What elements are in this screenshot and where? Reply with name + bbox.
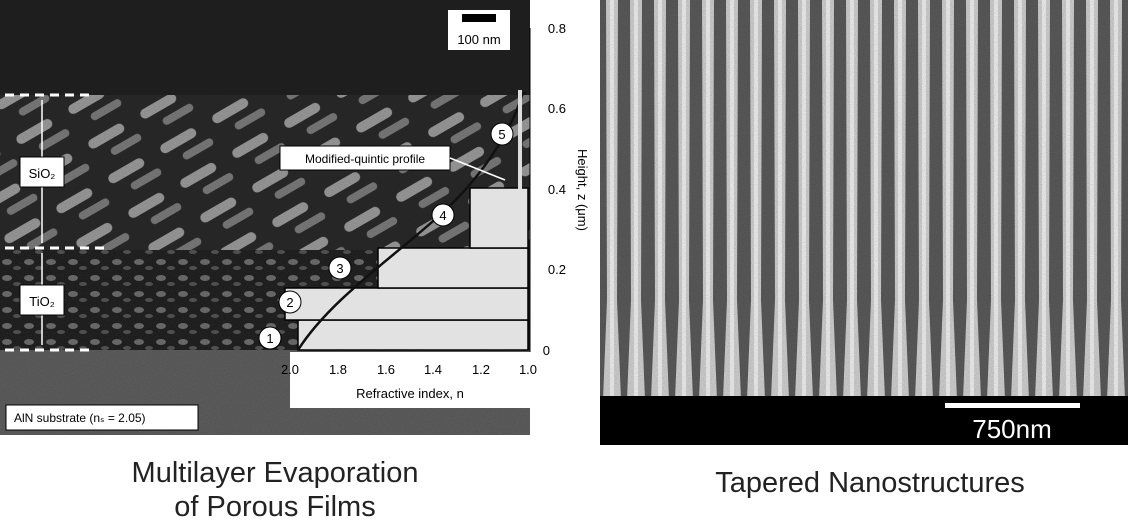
- index-tick: 2.0: [281, 362, 299, 377]
- caption-line: of Porous Films: [174, 491, 376, 523]
- tio2-label: TiO₂: [29, 294, 55, 309]
- label-box: [19, 284, 65, 316]
- pillar-image: [600, 0, 1128, 400]
- index-tick: 1.4: [424, 362, 442, 377]
- point-label: 4: [439, 208, 446, 223]
- height-tick: 0: [543, 343, 550, 358]
- index-tick: 1.8: [329, 362, 347, 377]
- index-axis-label: Refractive index, n: [356, 386, 464, 401]
- height-axis-label: Height, z (μm): [575, 149, 590, 231]
- profile-points: 1 2 3 4 5: [258, 122, 514, 350]
- index-axis: 2.0 1.8 1.6 1.4 1.2 1.0 Refractive index…: [281, 362, 537, 401]
- label-box: [5, 404, 199, 431]
- height-axis: 0.8 0.6 0.4 0.2 0: [529, 21, 566, 358]
- label-box: [279, 145, 451, 171]
- height-tick: 0.8: [548, 21, 566, 36]
- scale-bar: [945, 403, 1080, 408]
- axis-background: [290, 352, 540, 408]
- sio2-label: SiO₂: [29, 166, 56, 181]
- height-tick: 0.2: [548, 262, 566, 277]
- height-tick: 0.4: [548, 182, 566, 197]
- height-tick: 0.6: [548, 101, 566, 116]
- point-label: 3: [336, 261, 343, 276]
- layer-boundaries: [5, 93, 105, 352]
- label-box: [19, 156, 65, 188]
- right-caption: Tapered Nanostructures: [715, 467, 1025, 499]
- left-caption: Multilayer Evaporation of Porous Films: [60, 456, 490, 524]
- scale-label: 100 nm: [457, 32, 500, 47]
- left-panel: SiO₂ TiO₂ AlN substrate (nₛ = 2.05) 100 …: [0, 0, 598, 435]
- scale-bar: [462, 14, 496, 22]
- profile-label: Modified-quintic profile: [305, 152, 425, 166]
- index-tick: 1.0: [519, 362, 537, 377]
- caption-line: Multilayer Evaporation: [131, 457, 419, 489]
- callout-line: [449, 157, 506, 181]
- index-tick: 1.2: [472, 362, 490, 377]
- substrate-label: AlN substrate (nₛ = 2.05): [14, 411, 146, 425]
- scale-label: 750nm: [972, 414, 1052, 444]
- point-label: 1: [266, 331, 273, 346]
- point-label: 5: [498, 127, 505, 142]
- axis-background: [530, 0, 598, 435]
- sio2-layer: [0, 95, 540, 250]
- right-panel: 750nm: [600, 0, 1128, 445]
- point-label: 2: [286, 295, 293, 310]
- index-tick: 1.6: [377, 362, 395, 377]
